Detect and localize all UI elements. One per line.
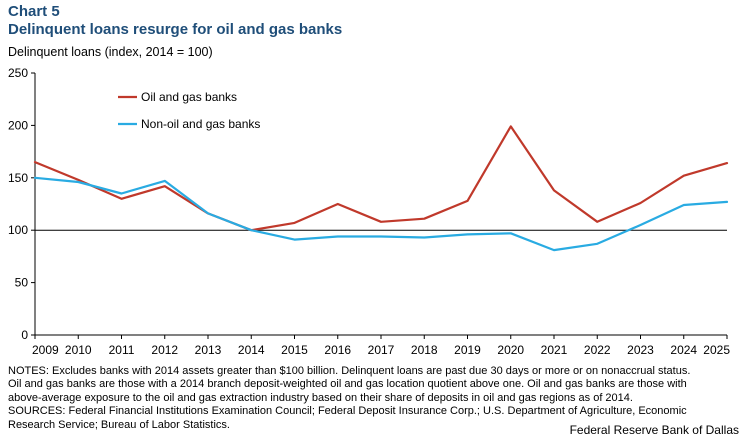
legend-label: Oil and gas banks bbox=[141, 90, 237, 104]
x-tick-label: 2018 bbox=[411, 343, 438, 357]
x-tick-label: 2012 bbox=[151, 343, 178, 357]
y-axis-ticks: 0 50 100 150 200 250 bbox=[8, 66, 35, 342]
x-tick-label: 2023 bbox=[627, 343, 654, 357]
chart-title: Delinquent loans resurge for oil and gas… bbox=[8, 21, 343, 38]
y-tick-label: 0 bbox=[21, 328, 28, 342]
notes-line-3: above-average exposure to the oil and ga… bbox=[8, 391, 633, 404]
x-tick-label: 2014 bbox=[238, 343, 265, 357]
x-tick-label: 2016 bbox=[324, 343, 351, 357]
notes-line-1: NOTES: Excludes banks with 2014 assets g… bbox=[8, 365, 691, 377]
chart-number: Chart 5 bbox=[8, 3, 60, 20]
series-group bbox=[33, 125, 729, 252]
x-tick-label: 2019 bbox=[454, 343, 481, 357]
y-axis-label: Delinquent loans (index, 2014 = 100) bbox=[8, 45, 213, 59]
y-tick-label: 50 bbox=[15, 276, 29, 290]
y-tick-label: 100 bbox=[8, 223, 28, 237]
x-tick-label: 2017 bbox=[368, 343, 395, 357]
x-tick-label: 2024 bbox=[670, 343, 697, 357]
legend-item-oil-and-gas: Oil and gas banks bbox=[118, 90, 237, 104]
line-chart: 0 50 100 150 200 250 2009 2010 2011 2012 2013 2014… bbox=[8, 66, 730, 357]
x-tick-label: 2009 bbox=[32, 343, 59, 357]
notes-line-2: Oil and gas banks are those with a 2014 … bbox=[8, 378, 687, 391]
x-tick-label: 2015 bbox=[281, 343, 308, 357]
legend-label: Non-oil and gas banks bbox=[141, 117, 260, 131]
legend-item-non-oil-and-gas: Non-oil and gas banks bbox=[118, 117, 260, 131]
source-credit: Federal Reserve Bank of Dallas bbox=[569, 423, 739, 437]
x-tick-label: 2013 bbox=[195, 343, 222, 357]
x-tick-label: 2025 bbox=[703, 343, 730, 357]
legend: Oil and gas banks Non-oil and gas banks bbox=[118, 90, 260, 131]
y-tick-label: 250 bbox=[8, 66, 28, 80]
y-tick-label: 150 bbox=[8, 171, 28, 185]
series-line-oil-and-gas bbox=[33, 125, 729, 232]
y-tick-label: 200 bbox=[8, 118, 28, 132]
x-tick-label: 2021 bbox=[541, 343, 568, 357]
x-tick-label: 2010 bbox=[65, 343, 92, 357]
notes-line-5: Research Service; Bureau of Labor Statis… bbox=[8, 418, 230, 431]
chart-axes bbox=[34, 73, 727, 336]
x-tick-label: 2020 bbox=[497, 343, 524, 357]
notes-line-4: SOURCES: Federal Financial Institutions … bbox=[8, 405, 687, 418]
series-line-non-oil-and-gas bbox=[33, 176, 729, 252]
x-tick-label: 2022 bbox=[584, 343, 611, 357]
notes: NOTES: Excludes banks with 2014 assets g… bbox=[8, 365, 743, 432]
x-tick-label: 2011 bbox=[109, 343, 135, 357]
x-axis-ticks: 2009 2010 2011 2012 2013 2014 2015 2016 2017 2018… bbox=[32, 335, 730, 357]
